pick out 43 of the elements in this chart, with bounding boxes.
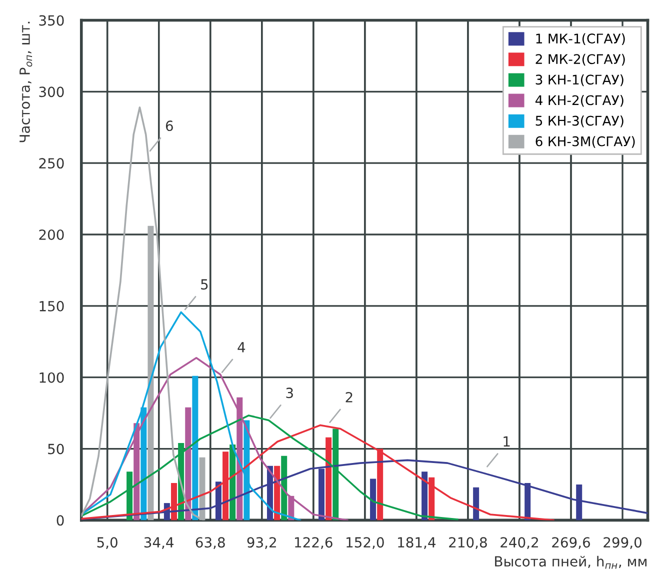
x-tick-label: 93,2 <box>247 537 276 550</box>
legend-label: 6 КН-3М(СГАУ) <box>536 136 635 148</box>
x-tick-label: 181,4 <box>398 537 436 550</box>
x-tick-label: 299,0 <box>604 537 642 550</box>
bar <box>185 407 192 520</box>
y-tick-label: 100 <box>40 372 64 383</box>
y-tick-label: 250 <box>39 158 64 169</box>
x-tick-label: 63,8 <box>196 537 225 550</box>
bar <box>370 478 376 520</box>
x-tick-label: 122,6 <box>295 537 332 550</box>
annotation: 2 <box>346 392 352 402</box>
legend-label: 5 КН-3(СГАУ) <box>536 116 624 128</box>
line-series <box>81 414 458 520</box>
legend-label: 2 МК-2(СГАУ) <box>536 54 625 66</box>
y-tick-label: 50 <box>48 444 64 454</box>
x-tick-label: 240,2 <box>500 537 538 550</box>
x-tick-label: 5,0 <box>97 537 118 550</box>
x-axis-title: Высота пней, h$_{пн}$, мм <box>495 556 646 569</box>
line-series <box>81 311 301 520</box>
y-tick-label: 200 <box>39 229 64 240</box>
legend-label: 1 МК-1(СГАУ) <box>536 33 625 46</box>
y-axis-title: Частота, P$_{оп}$, шт. <box>20 22 32 142</box>
bar <box>230 444 236 520</box>
bar <box>192 376 198 520</box>
y-tick-label: 350 <box>39 15 64 26</box>
bar <box>473 487 480 520</box>
annotation: 6 <box>166 120 173 132</box>
y-tick-label: 0 <box>56 515 64 526</box>
bar <box>326 437 332 520</box>
x-tick-label: 34,4 <box>144 537 174 550</box>
x-tick-label: 210,8 <box>449 537 487 550</box>
annotation: 3 <box>286 388 293 398</box>
line-series <box>81 424 554 520</box>
y-tick-label: 300 <box>39 86 64 98</box>
legend-label: 3 КН-1(СГАУ) <box>536 74 624 86</box>
legend-label: 4 КН-2(СГАУ) <box>535 94 624 107</box>
bar <box>422 472 428 520</box>
annotation: 5 <box>201 279 208 290</box>
x-tick-label: 269,6 <box>552 537 590 550</box>
annotation: 4 <box>238 342 246 352</box>
annotation: 1 <box>504 436 510 447</box>
y-tick-label: 150 <box>40 300 64 312</box>
x-tick-label: 152,0 <box>346 537 384 550</box>
